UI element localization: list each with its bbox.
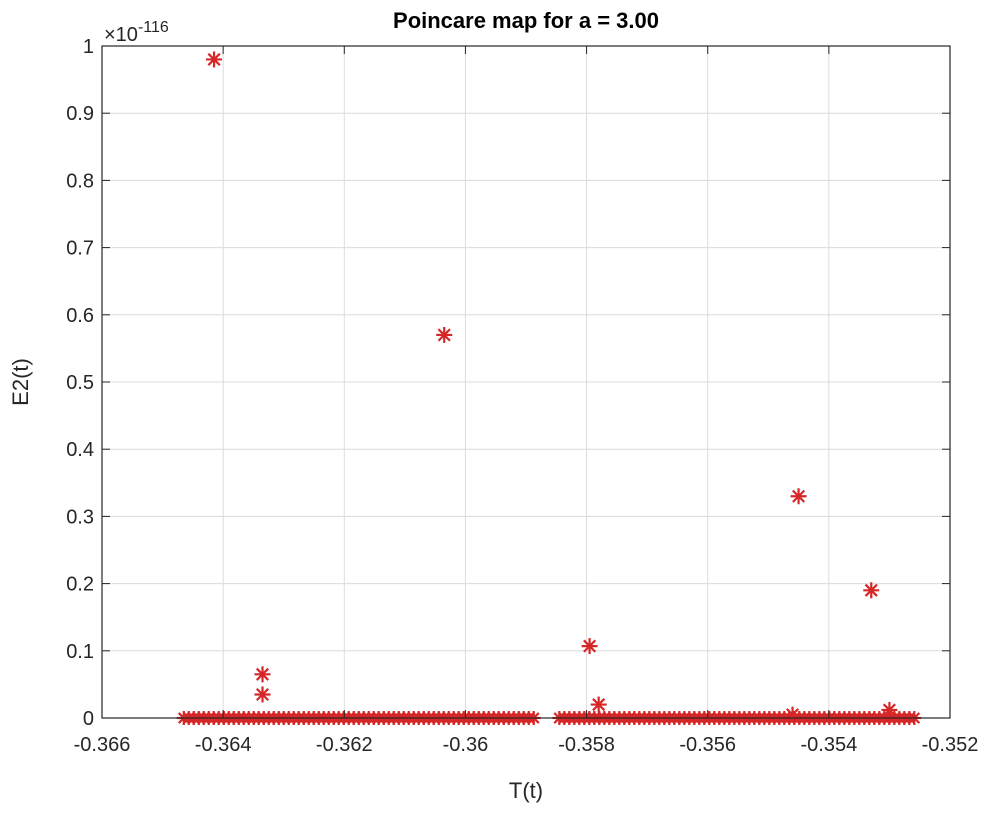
y-tick-label: 0.3 — [66, 506, 94, 528]
y-tick-label: 0.8 — [66, 170, 94, 192]
x-tick-label: -0.352 — [922, 734, 979, 756]
y-tick-label: 0.2 — [66, 574, 94, 596]
data-point — [254, 686, 271, 703]
y-tick-label: 0 — [83, 708, 94, 730]
x-axis-ticks: -0.366 -0.364 -0.362 -0.36 -0.358 -0.356 -0.35… — [74, 46, 979, 756]
x-tick-label: -0.364 — [195, 734, 252, 756]
data-point — [881, 701, 898, 718]
y-tick-label: 0.7 — [66, 238, 94, 260]
y-exponent-multiplier: ×10-116 — [104, 19, 169, 46]
y-tick-label: 0.6 — [66, 305, 94, 327]
x-axis-label: T(t) — [509, 778, 543, 803]
y-exponent-base: ×10 — [104, 24, 138, 46]
x-tick-label: -0.358 — [558, 734, 615, 756]
y-tick-label: 0.5 — [66, 372, 94, 394]
y-tick-label: 1 — [83, 36, 94, 58]
data-point — [784, 706, 801, 723]
grid — [102, 46, 950, 718]
data-point — [206, 51, 223, 68]
y-tick-label: 0.1 — [66, 641, 94, 663]
x-tick-label: -0.356 — [679, 734, 736, 756]
data-point — [436, 326, 453, 343]
y-axis-label: E2(t) — [8, 358, 33, 406]
y-tick-label: 0.4 — [66, 439, 94, 461]
x-tick-label: -0.354 — [800, 734, 857, 756]
x-tick-label: -0.366 — [74, 734, 131, 756]
data-point — [581, 638, 598, 655]
x-tick-label: -0.362 — [316, 734, 373, 756]
y-exponent-power: -116 — [138, 19, 169, 36]
data-point — [790, 488, 807, 505]
chart-title: Poincare map for a = 3.00 — [393, 8, 659, 33]
data-point — [590, 696, 607, 713]
x-tick-label: -0.36 — [443, 734, 489, 756]
y-axis-ticks: 0 0.1 0.2 0.3 0.4 0.5 0.6 0.7 0.8 0.9 1 — [66, 36, 950, 730]
data-point — [863, 582, 880, 599]
y-tick-label: 0.9 — [66, 103, 94, 125]
data-point — [254, 666, 271, 683]
data-points — [206, 51, 898, 723]
